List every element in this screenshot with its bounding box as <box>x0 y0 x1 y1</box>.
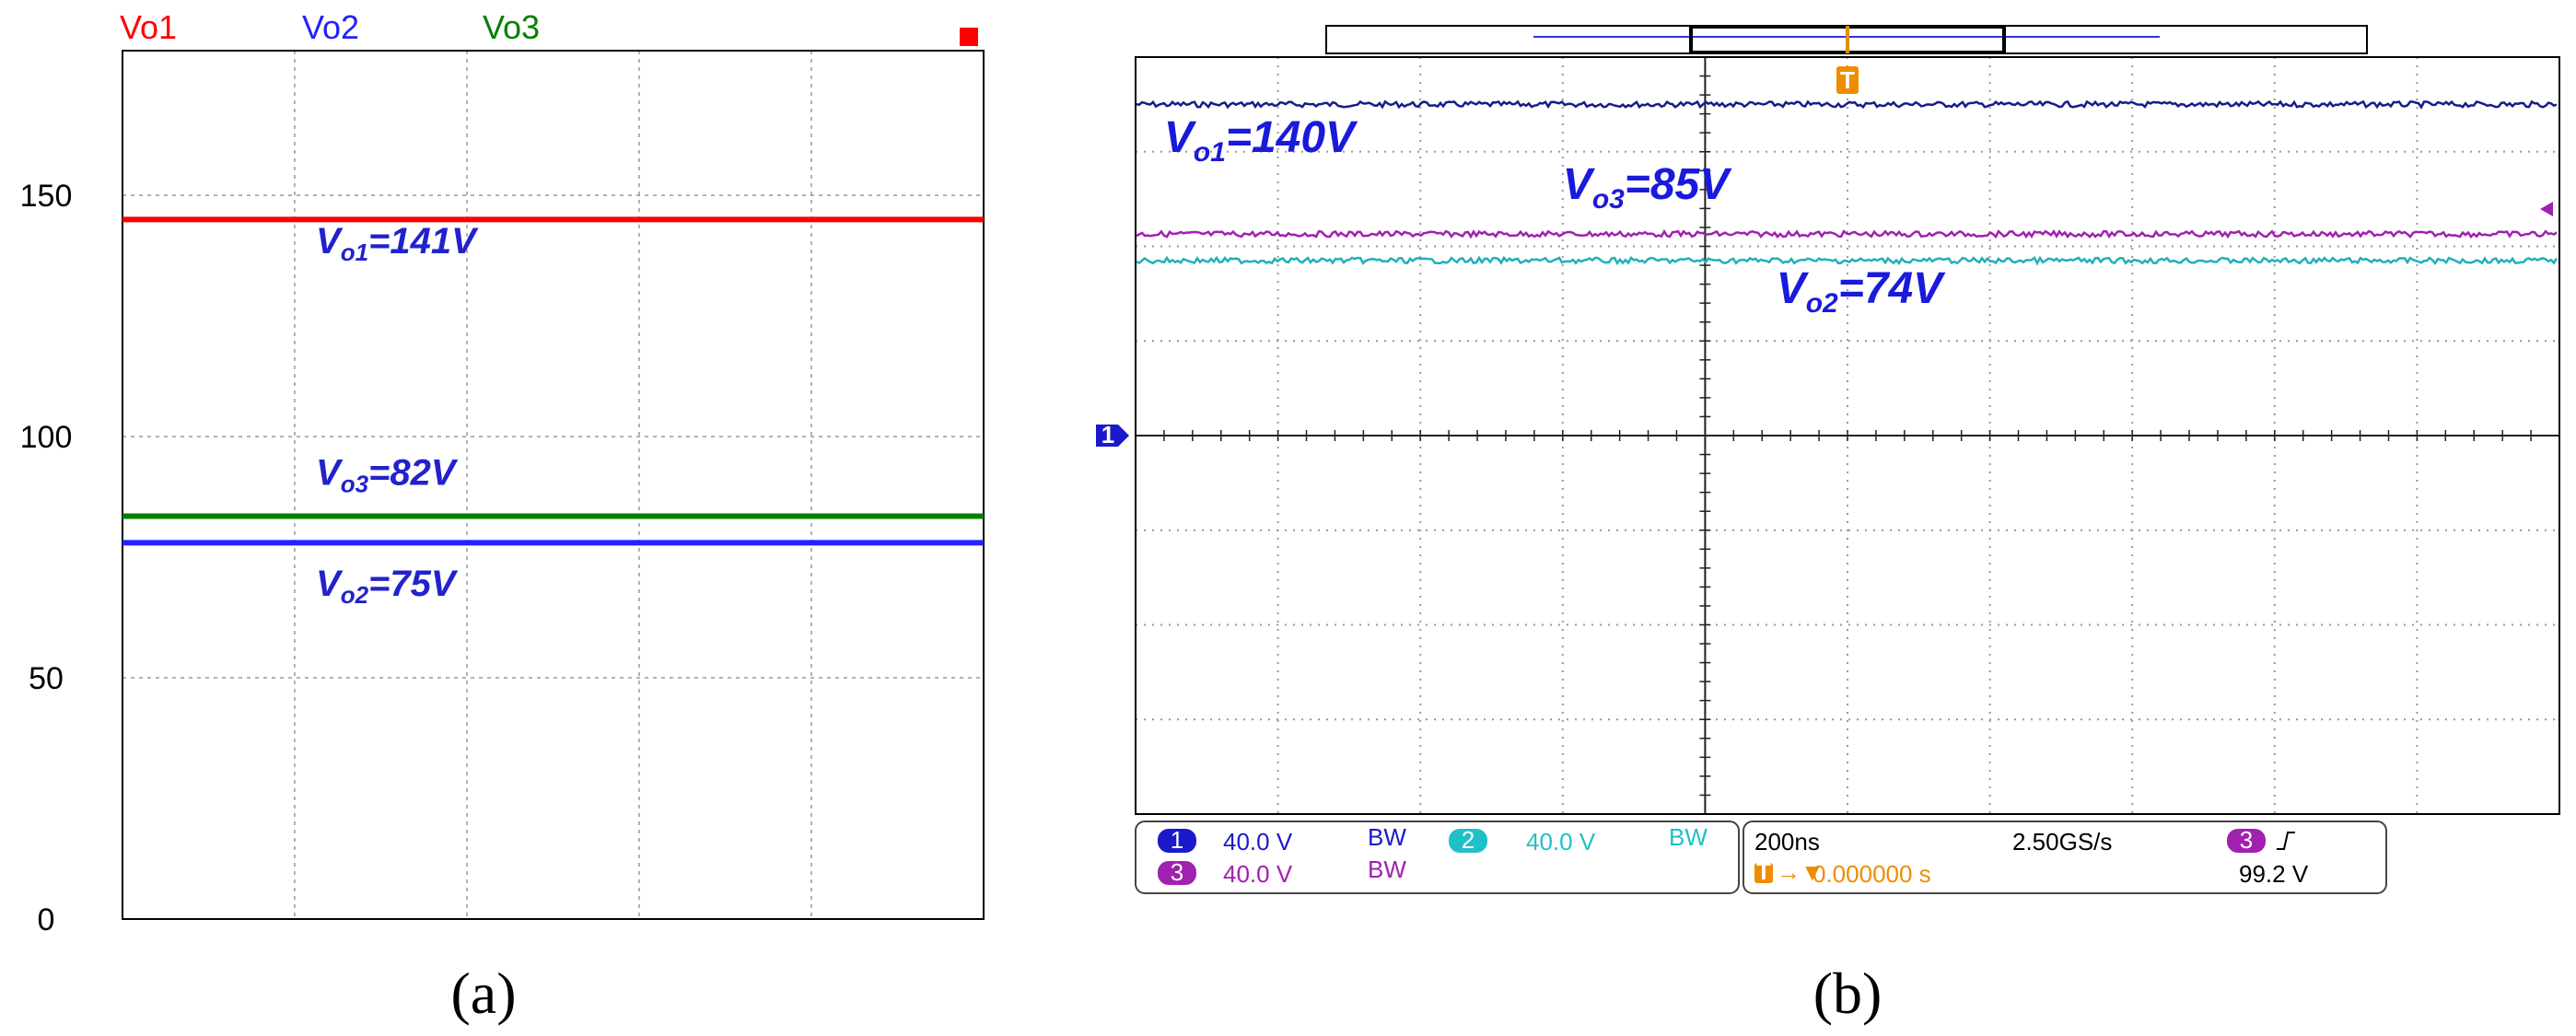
channel-1-ground-marker: 1 <box>1096 421 1129 448</box>
annotation-vo3: Vo3=82V <box>316 453 459 498</box>
chart-a: 0 50 100 150 Vo1 Vo2 Vo3 Vo1=141V Vo3=82V Vo2=7… <box>20 8 985 1026</box>
sample-rate-value: 2.50GS/s <box>2012 828 2112 856</box>
legend-item-Vo1: Vo1 <box>120 8 177 46</box>
svg-text:→▼: →▼ <box>1777 858 1824 886</box>
chart-a-corner-marker <box>960 28 978 46</box>
chart-b-plot-frame <box>1135 56 2560 815</box>
trigger-level-value: 99.2 V <box>2239 860 2309 888</box>
annotation-vo3: Vo3=85V <box>1563 160 1732 215</box>
y-tick-label: 100 <box>20 420 73 455</box>
annotation-vo1: Vo1=140V <box>1164 113 1358 168</box>
chart-b-annotations: Vo1=140V Vo3=85V Vo2=74V <box>1164 113 1946 319</box>
channel-3-num: 3 <box>1171 858 1183 886</box>
trigger-marker-label: T <box>1840 66 1855 94</box>
channel-readout-box <box>1135 821 1740 894</box>
annotation-vo2: Vo2=74V <box>1777 264 1946 319</box>
legend-item-Vo3: Vo3 <box>483 8 540 46</box>
annotation-vo2: Vo2=75V <box>316 564 459 609</box>
timebase-readout-box <box>1743 821 2387 894</box>
trigger-channel: 3 <box>2240 826 2253 854</box>
channel-2-num: 2 <box>1462 826 1474 854</box>
chart-a-plot-frame <box>122 50 985 920</box>
trigger-position-marker: T <box>1836 66 1859 94</box>
ground-marker-label: 1 <box>1102 421 1114 448</box>
channel-2-bw: BW <box>1669 823 1708 851</box>
chart-a-y-ticks: 0 50 100 150 <box>20 179 73 937</box>
channel-1-bw: BW <box>1368 823 1406 851</box>
channel-2-scale: 40.0 V <box>1526 828 1596 856</box>
trigger-position-value: 0.000000 s <box>1813 860 1931 888</box>
chart-a-annotations: Vo1=141V Vo3=82V Vo2=75V <box>316 221 479 609</box>
chart-a-series <box>122 216 984 546</box>
chart-b-caption: (b) <box>1813 960 1882 1026</box>
channel-3-scale: 40.0 V <box>1223 860 1293 888</box>
y-tick-label: 0 <box>38 902 55 937</box>
channel-3-readout: 3 40.0 V BW <box>1158 856 1406 888</box>
chart-a-grid <box>122 51 984 919</box>
chart-a-legend: Vo1 Vo2 Vo3 <box>120 8 540 46</box>
channel-1-scale: 40.0 V <box>1223 828 1293 856</box>
trigger-pos-icon-label: T <box>1756 857 1771 885</box>
channel-1-num: 1 <box>1171 826 1183 854</box>
trace-channel-3 <box>1136 228 2558 239</box>
channel-3-bw: BW <box>1368 856 1406 883</box>
rising-edge-icon <box>2277 832 2295 850</box>
trace-channel-2 <box>1136 255 2559 266</box>
channel-2-readout: 2 40.0 V BW <box>1449 823 1708 856</box>
y-tick-label: 150 <box>20 179 73 214</box>
channel-1-readout: 1 40.0 V BW <box>1158 823 1406 856</box>
trace-channel-1 <box>1136 99 2558 110</box>
chart-b-series <box>1136 99 2559 266</box>
timebase-value: 200ns <box>1754 828 1820 856</box>
trigger-level-marker <box>2540 202 2553 216</box>
chart-a-caption: (a) <box>450 960 516 1026</box>
trigger-readout: 3 99.2 V <box>2227 826 2309 888</box>
annotation-vo1: Vo1=141V <box>316 221 479 266</box>
y-tick-label: 50 <box>29 661 64 696</box>
chart-b-grid <box>1135 56 2560 815</box>
legend-item-Vo2: Vo2 <box>302 8 359 46</box>
chart-b: T 1 Vo1=140V Vo3=85V Vo2=74V 1 40.0 V BW 2… <box>1096 25 2560 1026</box>
trigger-position-readout: T →▼ 0.000000 s <box>1754 857 1931 888</box>
